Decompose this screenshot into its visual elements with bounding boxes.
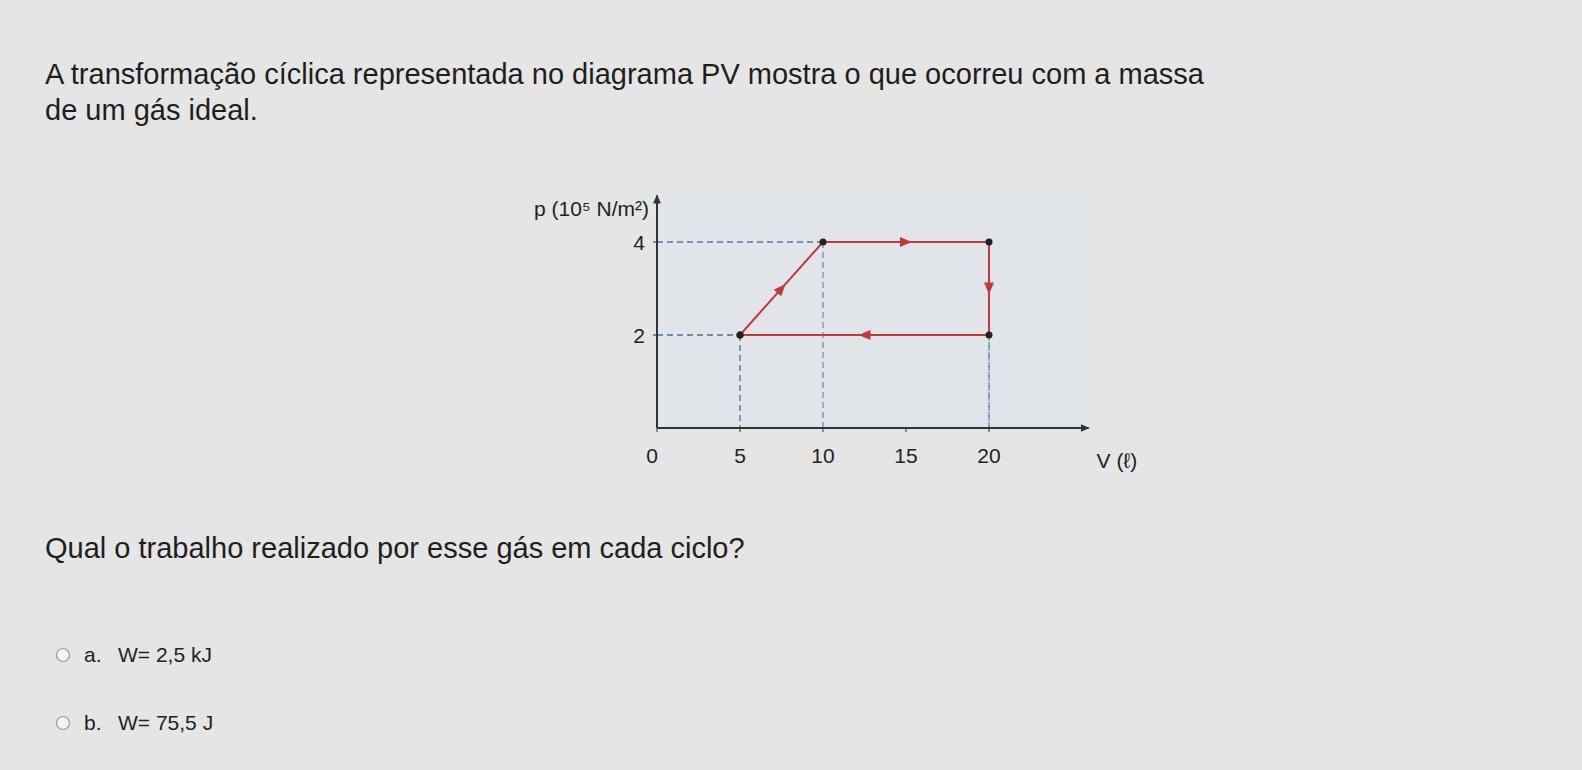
guide-line — [657, 334, 740, 335]
x-tick-label: 20 — [977, 444, 1000, 467]
y-axis-label: p (10⁵ N/m²) — [534, 197, 649, 220]
guides — [657, 242, 989, 428]
x-tick-label: 15 — [894, 444, 917, 467]
guide-line — [988, 335, 989, 428]
state-point — [986, 239, 993, 246]
page: A transformação cíclica representada no … — [0, 0, 1582, 770]
option-text: W= 2,5 kJ — [118, 643, 212, 666]
guide-line — [739, 335, 740, 428]
guide-line — [739, 335, 740, 428]
y-tick — [653, 335, 657, 336]
chart: 0 5 10 15 20 2 4 p (10⁵ N/m²) V (ℓ) — [534, 196, 1137, 473]
x-tick — [989, 428, 990, 432]
direction-arrow — [900, 237, 912, 247]
option-letter: a. — [84, 643, 102, 666]
x-tick — [906, 428, 907, 432]
cycle-line — [740, 242, 989, 335]
question-text: Qual o trabalho realizado por esse gás e… — [45, 532, 745, 564]
y-tick — [653, 242, 657, 243]
x-tick — [740, 428, 741, 432]
plot-background — [657, 196, 1089, 429]
state-point — [737, 332, 744, 339]
state-point — [737, 332, 744, 339]
series — [737, 237, 995, 340]
intro-text: de um gás ideal. — [45, 94, 258, 126]
intro-text: A transformação cíclica representada no … — [45, 58, 1205, 90]
x-axis-label: V (ℓ) — [1097, 449, 1138, 472]
radio-button[interactable] — [57, 717, 70, 730]
state-point — [820, 239, 827, 246]
radio-button[interactable] — [57, 649, 70, 662]
direction-arrow — [984, 283, 994, 295]
y-axis — [656, 196, 658, 429]
direction-arrow — [859, 330, 871, 340]
y-tick-label: 4 — [633, 231, 645, 254]
option-text: W= 75,5 J — [118, 711, 213, 734]
state-point — [986, 332, 993, 339]
x-tick — [823, 428, 824, 432]
option-letter: b. — [84, 711, 102, 734]
guide-line — [657, 334, 740, 335]
direction-arrow — [774, 281, 789, 297]
y-tick-label: 2 — [633, 324, 645, 347]
x-tick-label: 5 — [734, 444, 746, 467]
x-axis — [657, 427, 1089, 429]
x-tick-label: 0 — [646, 444, 658, 467]
x-tick-label: 10 — [811, 444, 834, 467]
x-tick — [657, 428, 658, 432]
